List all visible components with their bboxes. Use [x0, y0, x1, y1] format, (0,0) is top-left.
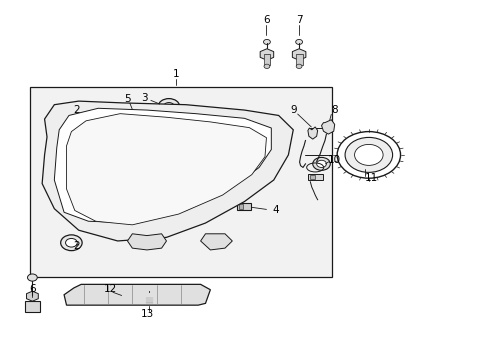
Text: 10: 10	[327, 155, 341, 165]
Polygon shape	[321, 120, 334, 134]
Circle shape	[354, 144, 382, 165]
Bar	[30, 87, 331, 277]
Ellipse shape	[242, 143, 261, 163]
Polygon shape	[66, 114, 266, 225]
Bar	[146, 296, 153, 305]
Bar	[263, 54, 270, 65]
Polygon shape	[54, 108, 271, 223]
Bar	[237, 203, 250, 211]
Circle shape	[263, 40, 270, 44]
Bar	[239, 204, 243, 210]
Text: 2: 2	[73, 105, 80, 115]
Circle shape	[61, 235, 82, 251]
Circle shape	[107, 151, 152, 184]
Text: 6: 6	[29, 284, 36, 294]
Text: 3: 3	[141, 93, 147, 103]
Circle shape	[158, 99, 179, 114]
Text: 12: 12	[103, 284, 117, 294]
Circle shape	[296, 64, 302, 68]
Circle shape	[316, 160, 326, 167]
Text: 1: 1	[173, 69, 179, 79]
Circle shape	[345, 138, 392, 172]
Circle shape	[264, 64, 269, 68]
Polygon shape	[64, 284, 210, 305]
Circle shape	[312, 157, 330, 170]
Circle shape	[27, 274, 37, 281]
Text: 2: 2	[73, 241, 80, 251]
Circle shape	[145, 292, 154, 299]
Bar	[295, 54, 302, 65]
Bar	[24, 301, 40, 312]
Text: 8: 8	[331, 105, 337, 115]
Circle shape	[163, 146, 232, 196]
Circle shape	[336, 132, 400, 178]
Ellipse shape	[233, 135, 269, 171]
Circle shape	[163, 103, 174, 111]
Circle shape	[186, 162, 210, 180]
Text: 6: 6	[263, 15, 269, 26]
Text: 13: 13	[140, 310, 153, 319]
Text: 7: 7	[295, 15, 302, 26]
Circle shape	[79, 112, 103, 130]
Circle shape	[125, 113, 144, 127]
Polygon shape	[42, 101, 293, 241]
Ellipse shape	[227, 130, 276, 176]
Polygon shape	[307, 127, 317, 139]
Circle shape	[65, 238, 77, 247]
Text: 5: 5	[124, 94, 130, 104]
Bar	[309, 175, 314, 179]
Text: 9: 9	[289, 105, 296, 115]
Circle shape	[74, 126, 185, 209]
Polygon shape	[200, 234, 232, 250]
Circle shape	[295, 40, 302, 44]
Bar	[307, 174, 322, 180]
Text: 11: 11	[364, 173, 377, 183]
Text: 4: 4	[272, 206, 279, 216]
Circle shape	[84, 116, 97, 126]
Circle shape	[130, 117, 139, 123]
Polygon shape	[127, 234, 166, 250]
